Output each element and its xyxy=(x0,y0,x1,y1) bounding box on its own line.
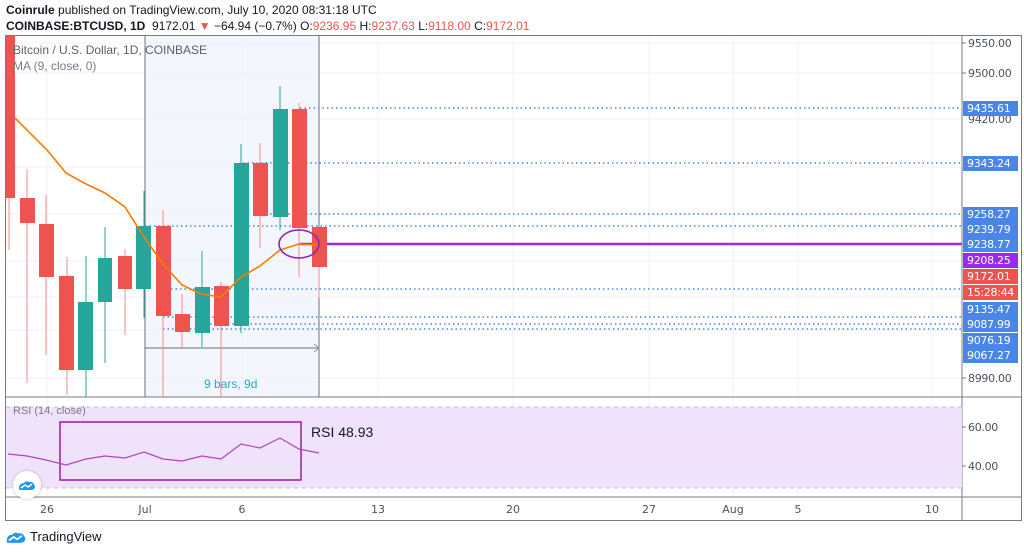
ma-line xyxy=(14,117,320,298)
price-tag: 9135.47 xyxy=(963,302,1018,317)
brand-name: TradingView xyxy=(30,529,102,544)
close-label: C: xyxy=(474,19,487,33)
countdown-tag: 15:28:44 xyxy=(963,285,1018,300)
publisher-name: Coinrule xyxy=(6,3,55,17)
published-text: published on TradingView.com, July 10, 2… xyxy=(58,3,377,17)
price-tick: 9500.00 xyxy=(968,67,1012,80)
price-tag: 9258.27 xyxy=(963,207,1018,222)
chart-frame xyxy=(5,35,1022,521)
time-tick: Jul xyxy=(138,503,152,516)
symbol: COINBASE:BTCUSD, 1D xyxy=(6,19,146,33)
symbol-header: COINBASE:BTCUSD, 1D 9172.01 ▼ −64.94 (−0… xyxy=(6,19,529,33)
chart-title: Bitcoin / U.S. Dollar, 1D, COINBASE xyxy=(13,43,208,57)
price-change: −64.94 (−0.7%) xyxy=(213,19,297,33)
tradingview-badge[interactable] xyxy=(13,471,41,499)
level-lines[interactable] xyxy=(145,107,962,330)
price-tag: 9067.27 xyxy=(963,348,1018,363)
time-tick: 13 xyxy=(371,503,385,516)
rsi-tick: 40.00 xyxy=(968,460,998,473)
price-tag: 9238.77 xyxy=(963,237,1018,252)
close-value: 9172.01 xyxy=(486,19,530,33)
low-value: 9118.00 xyxy=(428,19,471,33)
candles xyxy=(6,36,327,397)
time-tick: 26 xyxy=(40,503,54,516)
down-arrow-icon: ▼ xyxy=(198,19,211,33)
rsi-legend[interactable]: RSI (14, close) xyxy=(13,405,86,417)
last-price: 9172.01 xyxy=(152,19,196,33)
ma-cross-highlight-circle[interactable] xyxy=(278,229,320,259)
date-range-note: 9 bars, 9d xyxy=(204,377,258,391)
price-tick: 9550.00 xyxy=(968,37,1012,50)
time-tick: 10 xyxy=(925,503,939,516)
time-tick: 20 xyxy=(506,503,520,516)
time-tick: 6 xyxy=(238,503,246,516)
low-label: L: xyxy=(418,19,429,33)
price-tick: 9420.00 xyxy=(968,113,1012,126)
price-tick: 8990.00 xyxy=(968,372,1012,385)
open-value: 9236.95 xyxy=(312,19,357,33)
rsi-line xyxy=(7,437,320,466)
publish-header: Coinrule published on TradingView.com, J… xyxy=(6,3,377,17)
high-value: 9237.63 xyxy=(371,19,415,33)
axis-ticks xyxy=(962,42,966,467)
ma-legend[interactable]: MA (9, close, 0) xyxy=(13,59,97,73)
time-tick: 27 xyxy=(642,503,656,516)
range-arrow-head-icon xyxy=(313,343,320,353)
last-price-tag: 9172.01 xyxy=(963,269,1018,284)
time-tick: Aug xyxy=(722,503,744,516)
price-tag: 9087.99 xyxy=(963,317,1018,332)
rsi-highlight-box[interactable] xyxy=(59,421,302,481)
price-tag: 9343.24 xyxy=(963,156,1018,171)
rsi-band xyxy=(6,407,962,488)
rsi-value-note: RSI 48.93 xyxy=(311,424,374,440)
footer-brand[interactable]: TradingView xyxy=(5,529,102,544)
date-range-highlight xyxy=(145,36,319,397)
rsi-tick: 60.00 xyxy=(968,421,998,434)
tradingview-logo-icon xyxy=(19,481,35,490)
price-tag: 9435.61 xyxy=(963,101,1018,116)
open-label: O: xyxy=(300,19,313,33)
high-label: H: xyxy=(359,19,372,33)
time-tick: 5 xyxy=(794,503,802,516)
ma-price-tag: 9208.25 xyxy=(963,253,1018,268)
price-tag: 9076.19 xyxy=(963,333,1018,348)
tradingview-logo-icon xyxy=(6,532,26,543)
price-tag: 9239.79 xyxy=(963,222,1018,237)
